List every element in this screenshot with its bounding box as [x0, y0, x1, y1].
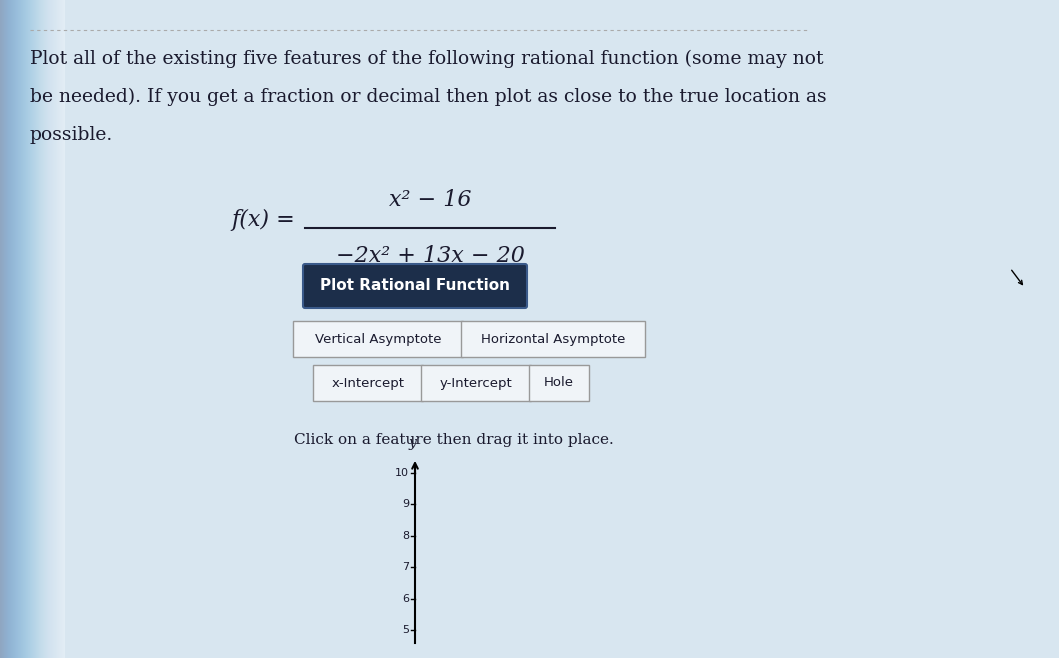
Text: y: y [408, 436, 416, 450]
Text: x² − 16: x² − 16 [389, 189, 471, 211]
Text: f(x) =: f(x) = [231, 209, 295, 231]
Text: Plot Rational Function: Plot Rational Function [320, 278, 510, 293]
FancyBboxPatch shape [293, 321, 463, 357]
Text: Hole: Hole [544, 376, 574, 390]
Text: −2x² + 13x − 20: −2x² + 13x − 20 [336, 245, 524, 267]
Text: possible.: possible. [30, 126, 113, 144]
FancyBboxPatch shape [530, 365, 589, 401]
Text: Click on a feature then drag it into place.: Click on a feature then drag it into pla… [294, 433, 614, 447]
Text: Vertical Asymptote: Vertical Asymptote [315, 332, 442, 345]
FancyBboxPatch shape [461, 321, 645, 357]
FancyBboxPatch shape [303, 264, 527, 308]
Text: 9: 9 [401, 499, 409, 509]
Text: be needed). If you get a fraction or decimal then plot as close to the true loca: be needed). If you get a fraction or dec… [30, 88, 827, 106]
Text: 6: 6 [402, 594, 409, 603]
Text: 7: 7 [401, 562, 409, 572]
FancyBboxPatch shape [313, 365, 423, 401]
Text: 8: 8 [401, 531, 409, 541]
FancyBboxPatch shape [421, 365, 531, 401]
Text: 10: 10 [395, 468, 409, 478]
Text: Horizontal Asymptote: Horizontal Asymptote [481, 332, 625, 345]
Text: 5: 5 [402, 625, 409, 635]
Text: Plot all of the existing five features of the following rational function (some : Plot all of the existing five features o… [30, 50, 824, 68]
Text: y-Intercept: y-Intercept [439, 376, 513, 390]
Text: x-Intercept: x-Intercept [331, 376, 405, 390]
